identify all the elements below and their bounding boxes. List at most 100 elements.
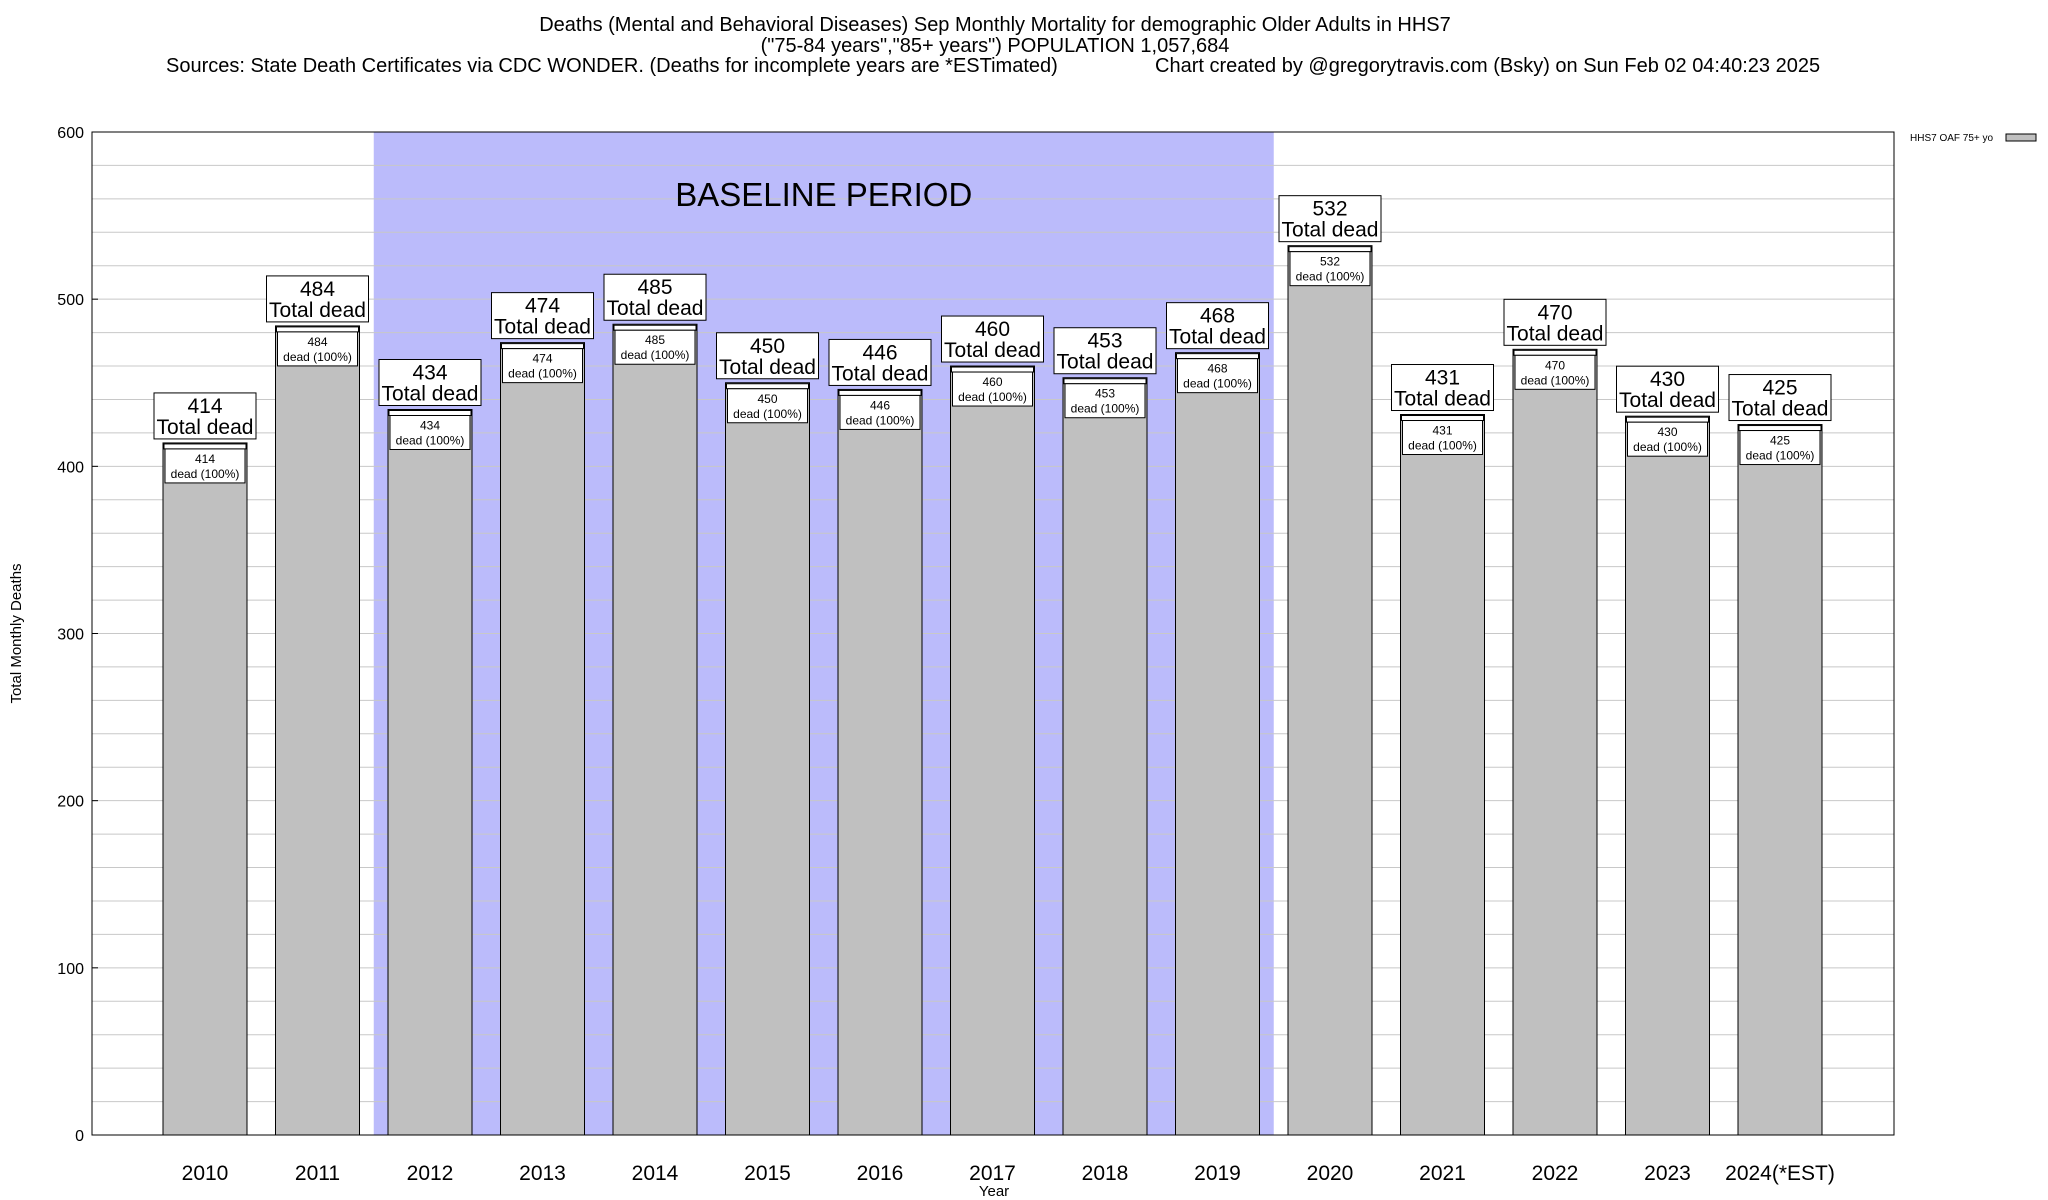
- bar-cap: [163, 443, 247, 450]
- total-label-box: [491, 292, 594, 340]
- inner-label-pct: dead (100%): [1071, 402, 1140, 416]
- total-label-box: [1503, 298, 1607, 346]
- y-tick-label: 300: [57, 627, 84, 644]
- total-label-text: Total dead: [269, 299, 366, 322]
- bar-cap: [1063, 378, 1147, 385]
- inner-label-box: [1064, 383, 1146, 419]
- bar-cap: [388, 409, 472, 416]
- total-label-value: 450: [750, 335, 785, 358]
- title-line-3-credit: Chart created by @gregorytravis.com (Bsk…: [1155, 55, 1820, 77]
- bar-2019: [1175, 352, 1260, 1136]
- bar-cap: [1738, 425, 1822, 432]
- inner-label-value: 446: [870, 398, 890, 412]
- total-label-value: 468: [1200, 305, 1235, 328]
- inner-label-value: 430: [1657, 425, 1677, 439]
- total-label-text: Total dead: [832, 362, 929, 385]
- x-tick-label: 2010: [182, 1162, 229, 1185]
- inner-label-pct: dead (100%): [171, 467, 240, 481]
- total-label-text: Total dead: [1282, 219, 1379, 242]
- inner-label-pct: dead (100%): [1296, 270, 1365, 284]
- inner-label-pct: dead (100%): [621, 348, 690, 362]
- inner-label-pct: dead (100%): [508, 367, 577, 381]
- bar-2011: [275, 325, 360, 1136]
- y-axis-title: Total Monthly Deaths: [8, 563, 25, 703]
- bar-2014: [612, 323, 698, 1136]
- inner-label-value: 425: [1770, 434, 1790, 448]
- inner-label-pct: dead (100%): [733, 407, 802, 421]
- total-label-text: Total dead: [494, 316, 591, 339]
- plot-border: [91, 131, 1895, 1136]
- legend-swatch: [2005, 133, 2037, 142]
- bar-2016: [837, 388, 923, 1136]
- bar-2010: [162, 442, 248, 1136]
- x-tick-label: 2022: [1532, 1162, 1579, 1185]
- inner-label-value: 532: [1320, 255, 1340, 269]
- x-tick-label: 2012: [407, 1162, 454, 1185]
- total-label-box: [1391, 364, 1494, 412]
- axes: 0 100 200 300 400 500 600 2010 2011 2012 2013 2014 2…: [57, 125, 1895, 1185]
- total-label-box: [153, 392, 257, 440]
- inner-label-value: 474: [532, 352, 552, 366]
- x-tick-label: 2015: [744, 1162, 791, 1185]
- inner-label-box: [1739, 430, 1821, 466]
- inner-label-box: [277, 331, 358, 367]
- total-label-text: Total dead: [1732, 398, 1829, 421]
- inner-label-box: [952, 371, 1033, 407]
- x-tick-label: 2014: [632, 1162, 679, 1185]
- y-tick-label: 400: [57, 459, 84, 476]
- inner-label-pct: dead (100%): [1183, 377, 1252, 391]
- total-label-text: Total dead: [1507, 322, 1604, 345]
- y-tick-label: 600: [57, 125, 84, 142]
- inner-label-box: [502, 348, 583, 384]
- total-label-box: [378, 358, 482, 406]
- x-axis-title: Year: [979, 1183, 1009, 1200]
- title-line-3-source: Sources: State Death Certificates via CD…: [166, 55, 1058, 77]
- title-line-1: Deaths (Mental and Behavioral Diseases) …: [539, 14, 1451, 36]
- baseline-period-label: BASELINE PERIOD: [675, 176, 972, 213]
- total-label-value: 470: [1537, 301, 1572, 324]
- x-tick-label: 2013: [519, 1162, 566, 1185]
- inner-label-value: 414: [195, 452, 215, 466]
- x-tick-label: 2024(*EST): [1725, 1162, 1835, 1185]
- x-tick-label: 2018: [1082, 1162, 1129, 1185]
- inner-label-value: 431: [1432, 424, 1452, 438]
- inner-label-pct: dead (100%): [958, 390, 1027, 404]
- y-tick-label: 200: [57, 794, 84, 811]
- total-label-text: Total dead: [157, 416, 254, 439]
- inner-label-box: [1402, 420, 1483, 456]
- y-tick-label: 0: [75, 1128, 84, 1145]
- total-label-box: [266, 275, 369, 323]
- total-label-value: 485: [637, 276, 672, 299]
- inner-label-box: [1514, 354, 1596, 390]
- inner-label-value: 450: [757, 392, 777, 406]
- y-tick-label: 500: [57, 292, 84, 309]
- total-label-box: [716, 332, 819, 380]
- total-label-value: 431: [1425, 367, 1460, 390]
- inner-label-pct: dead (100%): [1633, 440, 1702, 454]
- total-label-value: 446: [862, 341, 897, 364]
- total-label-box: [828, 338, 932, 386]
- total-label-value: 430: [1650, 368, 1685, 391]
- inner-label-box: [727, 388, 808, 424]
- x-tick-label: 2017: [969, 1162, 1016, 1185]
- inner-label-box: [614, 329, 696, 365]
- inner-label-value: 470: [1545, 358, 1565, 372]
- total-label-value: 484: [300, 278, 335, 301]
- bar-2012: [387, 408, 473, 1136]
- total-label-text: Total dead: [1057, 351, 1154, 374]
- inner-label-value: 485: [645, 333, 665, 347]
- bar-2018: [1062, 377, 1148, 1136]
- inner-label-value: 460: [982, 375, 1002, 389]
- title-line-2: ("75-84 years","85+ years") POPULATION 1…: [761, 35, 1230, 57]
- bar-cap: [1176, 353, 1259, 360]
- inner-label-box: [839, 394, 921, 430]
- inner-label-pct: dead (100%): [1521, 373, 1590, 387]
- inner-label-pct: dead (100%): [283, 350, 352, 364]
- total-label-box: [1053, 327, 1157, 375]
- bar-cap: [613, 324, 697, 331]
- total-label-value: 532: [1312, 198, 1347, 221]
- total-label-value: 474: [525, 295, 560, 318]
- x-tick-label: 2023: [1644, 1162, 1691, 1185]
